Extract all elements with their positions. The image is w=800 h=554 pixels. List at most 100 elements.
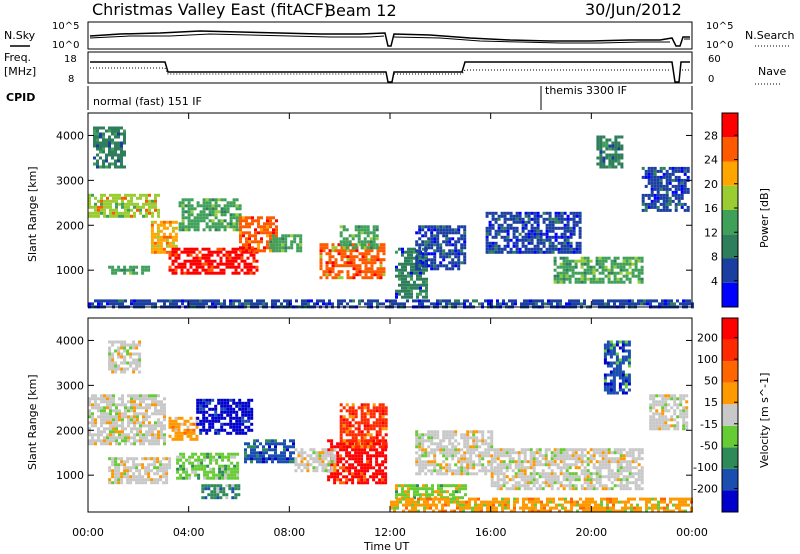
power-cell <box>355 273 359 277</box>
power-cell <box>415 255 419 259</box>
velocity-cell <box>369 448 373 452</box>
power-cell <box>617 144 621 148</box>
velocity-cell <box>339 457 343 461</box>
power-cell <box>97 299 100 303</box>
velocity-cell <box>363 415 367 419</box>
velocity-cell <box>418 469 422 473</box>
power-cell <box>220 198 224 202</box>
velocity-cell <box>163 418 166 422</box>
power-cell <box>325 246 329 250</box>
power-cell <box>536 217 540 221</box>
power-cell <box>650 172 654 176</box>
velocity-cell <box>244 431 248 435</box>
power-cell <box>427 264 431 268</box>
power-cell <box>178 204 182 208</box>
power-cell <box>223 302 226 306</box>
velocity-cell <box>433 460 437 464</box>
velocity-cell <box>168 466 172 470</box>
power-cell <box>439 302 442 306</box>
power-cell <box>181 299 184 303</box>
velocity-cell <box>568 475 572 479</box>
velocity-cell <box>315 469 319 473</box>
power-cell <box>222 268 226 272</box>
power-cell <box>222 253 226 257</box>
velocity-cell <box>574 463 578 467</box>
velocity-cell <box>345 481 349 485</box>
velocity-cell <box>230 455 234 459</box>
velocity-cell <box>147 472 151 476</box>
velocity-cell <box>218 452 222 456</box>
power-cell <box>148 193 151 197</box>
velocity-cell <box>289 439 292 443</box>
power-cell <box>171 220 175 224</box>
power-cell <box>575 247 579 251</box>
velocity-cell <box>100 424 103 428</box>
power-cell <box>601 271 605 275</box>
velocity-cell <box>283 457 286 461</box>
velocity-cell <box>91 397 94 401</box>
velocity-cell <box>339 430 343 434</box>
velocity-cell <box>384 457 388 461</box>
power-cell <box>114 162 117 166</box>
velocity-cell <box>218 464 222 468</box>
power-cell <box>601 299 604 303</box>
power-cell <box>410 289 413 293</box>
power-cell <box>231 265 235 269</box>
velocity-cell <box>424 448 428 452</box>
velocity-cell <box>174 431 178 435</box>
velocity-cell <box>213 490 217 494</box>
power-cell <box>565 302 568 306</box>
velocity-cell <box>490 463 494 467</box>
power-cell <box>563 241 567 245</box>
power-cell <box>120 153 123 157</box>
power-cell <box>130 199 133 203</box>
velocity-cell <box>103 412 106 416</box>
power-cell <box>190 207 194 211</box>
power-cell <box>404 265 407 269</box>
velocity-cell <box>142 436 145 440</box>
power-cell <box>662 208 666 212</box>
velocity-cell <box>430 472 434 476</box>
velocity-cell <box>168 422 172 426</box>
velocity-cell <box>97 403 100 407</box>
velocity-cell <box>351 478 355 482</box>
power-cell <box>348 240 352 244</box>
power-cell <box>272 243 276 247</box>
power-cell <box>345 228 349 232</box>
power-cell <box>586 262 590 266</box>
power-cell <box>686 175 690 179</box>
velocity-cell <box>253 445 256 449</box>
power-cell <box>506 226 510 230</box>
power-cell <box>419 283 422 287</box>
velocity-cell <box>112 409 115 413</box>
power-cell <box>91 211 94 215</box>
velocity-cell <box>124 442 127 446</box>
velocity-cell <box>259 460 262 464</box>
velocity-cell <box>121 418 124 422</box>
power-cell <box>340 258 344 262</box>
velocity-cell <box>150 469 154 473</box>
power-cell <box>572 211 576 215</box>
velocity-cell <box>180 434 184 438</box>
velocity-cell <box>132 475 136 479</box>
power-cell <box>358 299 361 303</box>
velocity-cell <box>160 409 163 413</box>
velocity-cell <box>345 433 349 437</box>
velocity-cell <box>351 403 355 407</box>
velocity-cell <box>550 481 554 485</box>
power-cell <box>485 211 489 215</box>
velocity-cell <box>154 424 157 428</box>
power-cell <box>680 196 684 200</box>
power-cell <box>430 234 434 238</box>
velocity-cell <box>100 412 103 416</box>
velocity-cell <box>139 421 142 425</box>
power-cell <box>193 219 197 223</box>
velocity-cell <box>212 476 216 480</box>
power-cell <box>512 232 516 236</box>
power-cell <box>231 271 235 275</box>
velocity-cell <box>148 439 151 443</box>
velocity-cell <box>227 455 231 459</box>
velocity-cell <box>123 469 127 473</box>
velocity-cell <box>381 442 385 446</box>
velocity-cell <box>490 430 494 434</box>
